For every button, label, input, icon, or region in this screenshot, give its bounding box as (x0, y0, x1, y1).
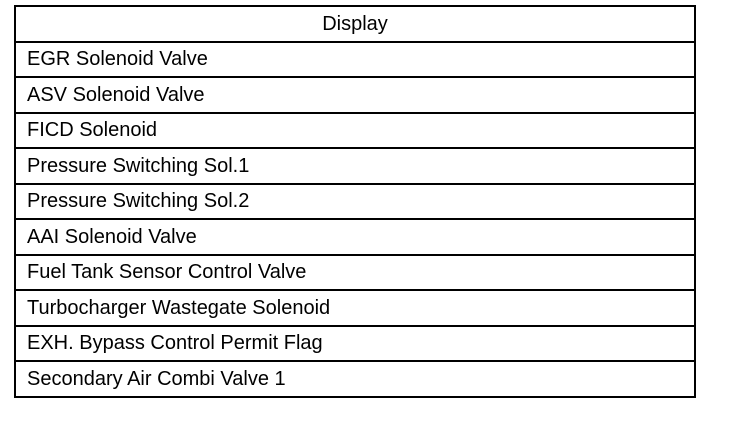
table-cell: EXH. Bypass Control Permit Flag (14, 324, 696, 362)
table-row: Fuel Tank Sensor Control Valve (14, 253, 696, 291)
table-cell: ASV Solenoid Valve (14, 76, 696, 114)
display-table: Display EGR Solenoid Valve ASV Solenoid V… (14, 5, 696, 398)
table-row: Pressure Switching Sol.2 (14, 182, 696, 220)
table-row: Pressure Switching Sol.1 (14, 147, 696, 185)
table-header-row: Display (14, 5, 696, 43)
table-cell: Fuel Tank Sensor Control Valve (14, 253, 696, 291)
table-row: Secondary Air Combi Valve 1 (14, 360, 696, 398)
table-row: AAI Solenoid Valve (14, 218, 696, 256)
table-cell: AAI Solenoid Valve (14, 218, 696, 256)
table-row: FICD Solenoid (14, 111, 696, 149)
table-cell: Turbocharger Wastegate Solenoid (14, 289, 696, 327)
table-cell: Secondary Air Combi Valve 1 (14, 360, 696, 398)
table-cell: Pressure Switching Sol.2 (14, 182, 696, 220)
table-cell: Pressure Switching Sol.1 (14, 147, 696, 185)
table-row: EXH. Bypass Control Permit Flag (14, 324, 696, 362)
table-cell: FICD Solenoid (14, 111, 696, 149)
table-row: Turbocharger Wastegate Solenoid (14, 289, 696, 327)
column-header-display: Display (14, 5, 696, 43)
table-cell: EGR Solenoid Valve (14, 40, 696, 78)
table-row: EGR Solenoid Valve (14, 40, 696, 78)
table-row: ASV Solenoid Valve (14, 76, 696, 114)
